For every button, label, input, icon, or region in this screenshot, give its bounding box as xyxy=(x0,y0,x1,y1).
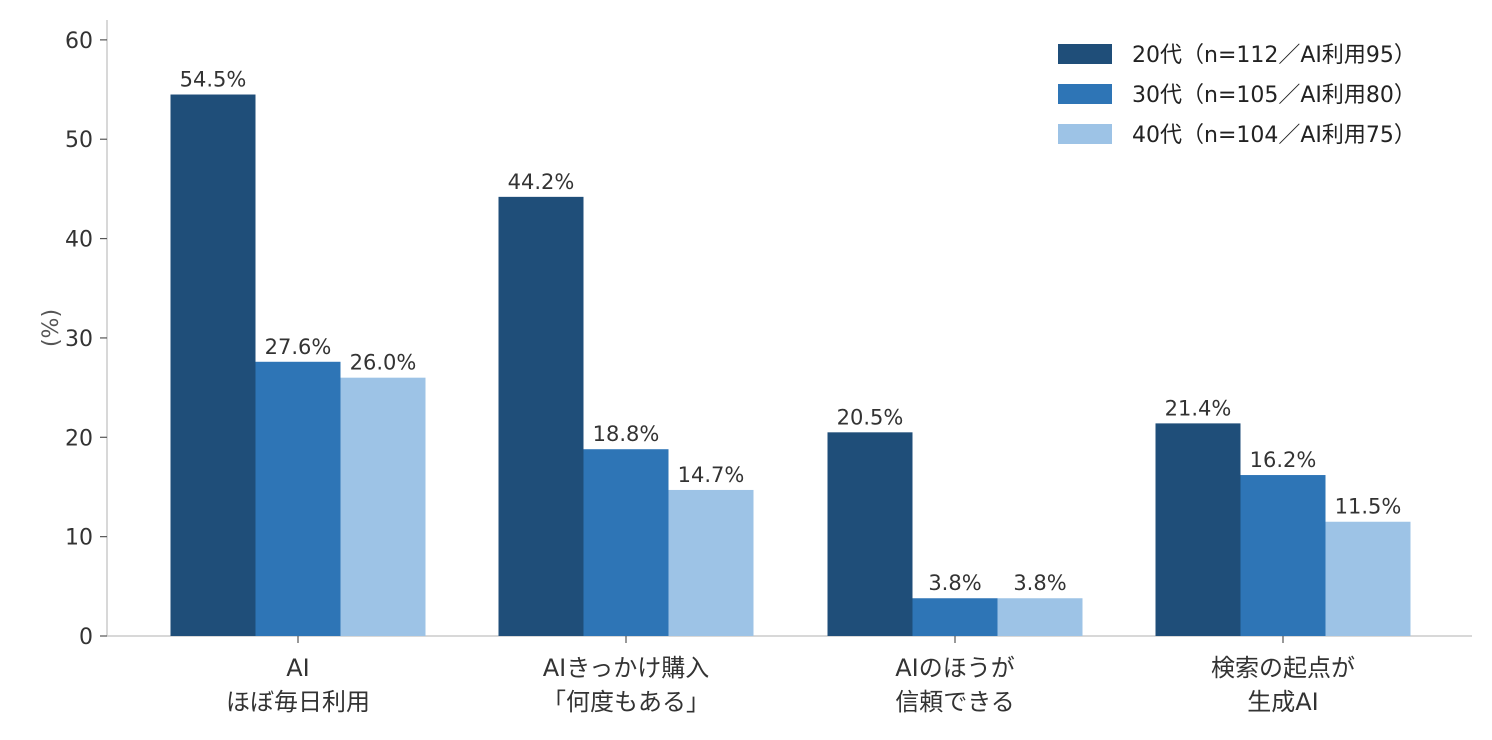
legend-label: 20代（n=112／AI利用95） xyxy=(1132,43,1416,68)
bar xyxy=(1325,521,1411,636)
data-label: 18.8% xyxy=(593,422,660,446)
data-label: 27.6% xyxy=(265,335,332,359)
bar xyxy=(827,432,913,636)
y-axis-label: (%) xyxy=(39,309,64,347)
x-tick-label: AIきっかけ購入 xyxy=(543,654,710,682)
bar xyxy=(668,489,754,636)
data-label: 44.2% xyxy=(508,170,575,194)
data-label: 14.7% xyxy=(678,463,745,487)
bar xyxy=(1155,423,1241,636)
bar xyxy=(340,377,426,636)
y-tick-label: 20 xyxy=(65,426,93,451)
bar xyxy=(997,598,1083,636)
data-label: 21.4% xyxy=(1165,396,1232,420)
x-tick-label: AIのほうが xyxy=(895,654,1015,682)
y-tick-label: 50 xyxy=(65,128,93,153)
x-tick-label: ほぼ毎日利用 xyxy=(226,688,370,716)
bar xyxy=(170,94,256,637)
x-tick-label: 信頼できる xyxy=(895,688,1015,716)
bar xyxy=(255,361,341,636)
bar xyxy=(1240,475,1326,636)
x-tick-label: AI xyxy=(286,654,310,682)
data-label: 54.5% xyxy=(180,68,247,92)
data-label: 11.5% xyxy=(1335,495,1402,519)
legend-swatch xyxy=(1058,84,1112,104)
x-tick-label: 「何度もある」 xyxy=(542,688,710,716)
legend-label: 40代（n=104／AI利用75） xyxy=(1132,123,1416,148)
legend-swatch xyxy=(1058,44,1112,64)
y-tick-label: 10 xyxy=(65,526,93,551)
data-label: 3.8% xyxy=(928,571,981,595)
data-label: 16.2% xyxy=(1250,448,1317,472)
bar xyxy=(912,598,998,636)
x-tick-label: 生成AI xyxy=(1247,688,1319,716)
y-tick-label: 0 xyxy=(79,625,93,650)
y-tick-label: 60 xyxy=(65,29,93,54)
y-tick-label: 30 xyxy=(65,327,93,352)
bar xyxy=(498,196,584,636)
x-tick-label: 検索の起点が xyxy=(1211,654,1355,682)
legend-swatch xyxy=(1058,124,1112,144)
data-label: 20.5% xyxy=(837,405,904,429)
data-label: 26.0% xyxy=(350,351,417,375)
y-tick-label: 40 xyxy=(65,228,93,253)
data-label: 3.8% xyxy=(1013,571,1066,595)
legend-label: 30代（n=105／AI利用80） xyxy=(1132,83,1416,108)
bar xyxy=(583,449,669,636)
